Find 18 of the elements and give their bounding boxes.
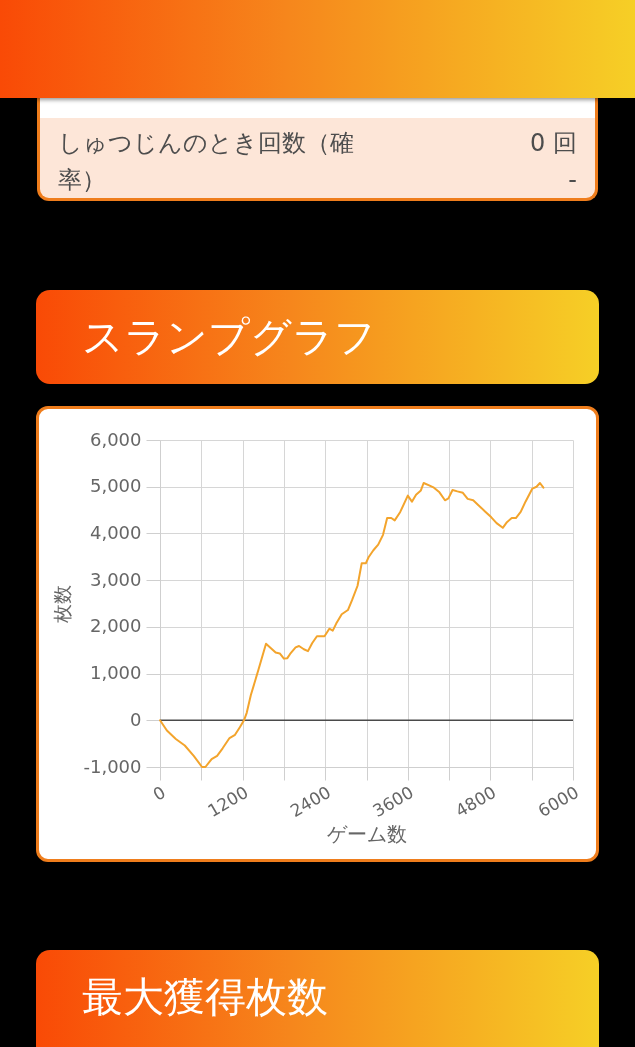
y-tick-label: 1,000 — [89, 662, 142, 684]
y-tick-label: 3,000 — [89, 568, 142, 590]
text: 0 回 — [530, 128, 577, 159]
y-tick-label: 4,000 — [89, 521, 142, 543]
chart-title: スランプグラフ — [82, 312, 376, 363]
y-tick-label: 0 — [130, 708, 142, 730]
text: - — [568, 165, 577, 196]
text: しゅつじんのとき回数（確率） — [58, 128, 355, 196]
x-tick-label: 0 — [149, 781, 169, 805]
x-axis-title: ゲーム数 — [327, 821, 407, 846]
y-axis-title: 枚数 — [50, 585, 73, 624]
y-tick-label: 5,000 — [89, 475, 142, 497]
x-tick-label: 4800 — [451, 781, 500, 821]
y-tick-label: 6,000 — [89, 428, 142, 450]
y-tick-label: -1,000 — [83, 755, 142, 777]
text: 最大獲得枚数 — [82, 972, 328, 1023]
line-series — [159, 481, 545, 768]
y-tick-label: 2,000 — [89, 615, 142, 637]
